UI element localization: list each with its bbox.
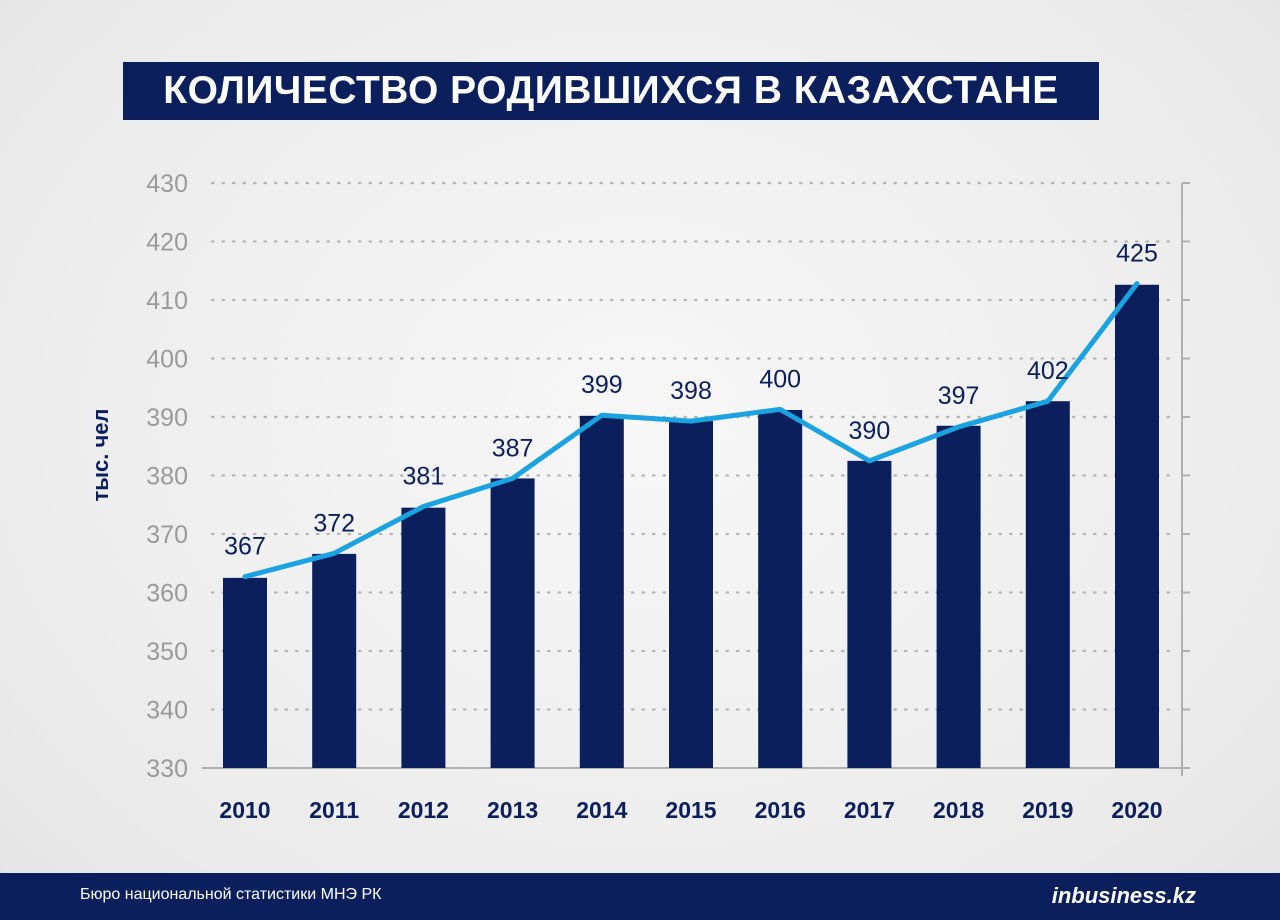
y-tick-390: 390 [146,404,188,432]
data-label-2012: 381 [403,463,445,491]
x-tick-2014: 2014 [576,797,627,823]
x-tick-labels: 2010 2011 2012 2013 2014 2015 2016 2017 2018 2019… [219,797,1162,823]
data-label-2018: 397 [938,382,980,410]
y-tick-360: 360 [146,580,188,608]
births-chart: 330 340 350 360 370 380 390 400 410 420 430 367 372… [88,170,1190,823]
x-tick-2016: 2016 [755,797,806,823]
data-label-2015: 398 [670,377,712,405]
brand-logo[interactable]: inbusiness.kz [1051,883,1196,908]
x-tick-2015: 2015 [665,797,716,823]
y-tick-400: 400 [146,346,188,374]
data-label-2014: 399 [581,371,623,399]
trend-line [242,281,1140,580]
y-tick-330: 330 [146,755,188,783]
y-tick-340: 340 [146,697,188,725]
bar-2013 [490,478,535,768]
y-axis-label: тыс. чел [88,408,113,501]
data-label-2010: 367 [224,533,266,561]
y-tick-380: 380 [146,463,188,491]
bar-2010 [223,577,267,768]
bar-2016 [758,409,803,768]
bars [223,284,1159,768]
trend-line-layer [242,281,1140,580]
bar-2020 [1115,284,1159,768]
x-tick-2012: 2012 [398,797,449,823]
bar-2011 [312,553,357,768]
data-label-2013: 387 [492,434,534,462]
bar-2019 [1025,401,1070,768]
bar-2018 [936,425,981,768]
y-tick-420: 420 [146,229,188,257]
x-tick-2020: 2020 [1111,797,1162,823]
x-tick-2010: 2010 [219,797,270,823]
data-label-2019: 402 [1027,357,1069,385]
bar-2017 [847,460,892,768]
bar-2015 [669,421,713,768]
x-tick-2017: 2017 [844,797,895,823]
footer: Бюро национальной статистики МНЭ РК inbu… [0,873,1280,920]
data-label-2011: 372 [313,509,355,537]
data-labels: 367 372 381 387 399 398 400 390 397 402 425 [224,240,1158,561]
bar-2012 [401,507,446,768]
y-tick-430: 430 [146,170,188,198]
data-label-2020: 425 [1116,240,1158,268]
y-tick-labels: 330 340 350 360 370 380 390 400 410 420 430 [146,170,188,783]
x-tick-2018: 2018 [933,797,984,823]
y-tick-350: 350 [146,638,188,666]
y-tick-410: 410 [146,287,188,315]
data-label-2016: 400 [759,365,801,393]
data-label-2017: 390 [849,417,891,445]
x-tick-2013: 2013 [487,797,538,823]
chart-title: КОЛИЧЕСТВО РОДИВШИХСЯ В КАЗАХСТАНЕ [123,62,1099,120]
y-tick-370: 370 [146,521,188,549]
x-tick-2011: 2011 [309,797,359,823]
x-tick-2019: 2019 [1022,797,1073,823]
source-text: Бюро национальной статистики МНЭ РК [80,886,382,903]
bar-2014 [579,415,624,768]
